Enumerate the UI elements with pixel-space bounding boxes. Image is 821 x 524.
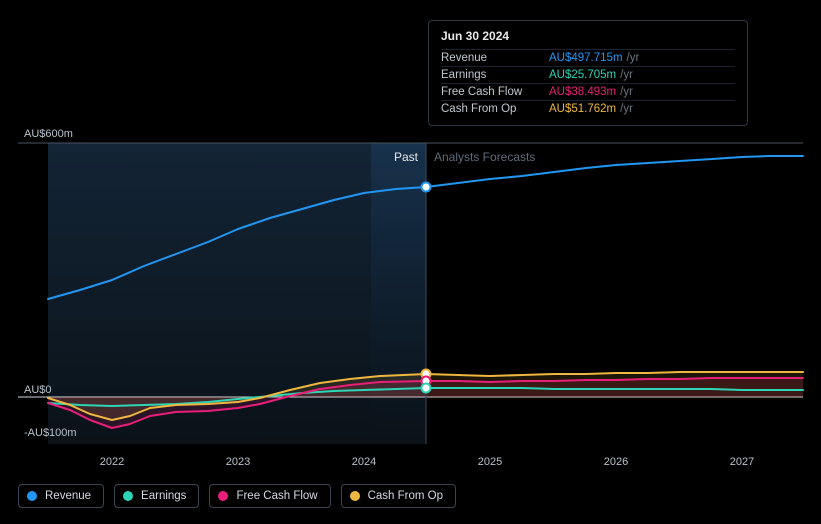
legend-label: Revenue — [45, 490, 91, 502]
legend-swatch — [123, 491, 133, 501]
x-tick-label: 2023 — [226, 456, 250, 468]
marker-3 — [422, 384, 431, 393]
legend-swatch — [350, 491, 360, 501]
forecast-label: Analysts Forecasts — [434, 150, 535, 164]
legend-swatch — [218, 491, 228, 501]
tooltip-row: Cash From OpAU$51.762m/yr — [441, 100, 735, 117]
y-tick-label: AU$600m — [24, 128, 73, 140]
legend-item-cfo[interactable]: Cash From Op — [341, 484, 456, 508]
tooltip-row-label: Earnings — [441, 69, 549, 81]
x-tick-label: 2026 — [604, 456, 628, 468]
x-tick-label: 2022 — [100, 456, 124, 468]
tooltip-row-value: AU$25.705m — [549, 69, 616, 81]
legend-item-earnings[interactable]: Earnings — [114, 484, 199, 508]
tooltip-row: RevenueAU$497.715m/yr — [441, 49, 735, 66]
legend-swatch — [27, 491, 37, 501]
tooltip-row: EarningsAU$25.705m/yr — [441, 66, 735, 83]
past-label: Past — [394, 150, 418, 164]
legend-label: Free Cash Flow — [236, 490, 317, 502]
tooltip-row: Free Cash FlowAU$38.493m/yr — [441, 83, 735, 100]
tooltip-row-value: AU$497.715m — [549, 52, 623, 64]
legend: Revenue Earnings Free Cash Flow Cash From O… — [18, 484, 456, 508]
tooltip-row-label: Revenue — [441, 52, 549, 64]
x-tick-label: 2025 — [478, 456, 502, 468]
tooltip-row-unit: /yr — [627, 52, 640, 64]
tooltip-row-label: Free Cash Flow — [441, 86, 549, 98]
tooltip: Jun 30 2024RevenueAU$497.715m/yrEarnings… — [428, 20, 748, 126]
tooltip-row-value: AU$38.493m — [549, 86, 616, 98]
y-tick-label: -AU$100m — [24, 427, 77, 439]
tooltip-row-unit: /yr — [620, 103, 633, 115]
legend-item-revenue[interactable]: Revenue — [18, 484, 104, 508]
tooltip-date: Jun 30 2024 — [441, 29, 735, 43]
marker-0 — [422, 183, 431, 192]
y-tick-label: AU$0 — [24, 384, 52, 396]
x-tick-label: 2024 — [352, 456, 376, 468]
tooltip-row-value: AU$51.762m — [549, 103, 616, 115]
legend-item-fcf[interactable]: Free Cash Flow — [209, 484, 330, 508]
legend-label: Cash From Op — [368, 490, 443, 502]
tooltip-row-label: Cash From Op — [441, 103, 549, 115]
x-tick-label: 2027 — [730, 456, 754, 468]
tooltip-row-unit: /yr — [620, 69, 633, 81]
legend-label: Earnings — [141, 490, 186, 502]
tooltip-row-unit: /yr — [620, 86, 633, 98]
